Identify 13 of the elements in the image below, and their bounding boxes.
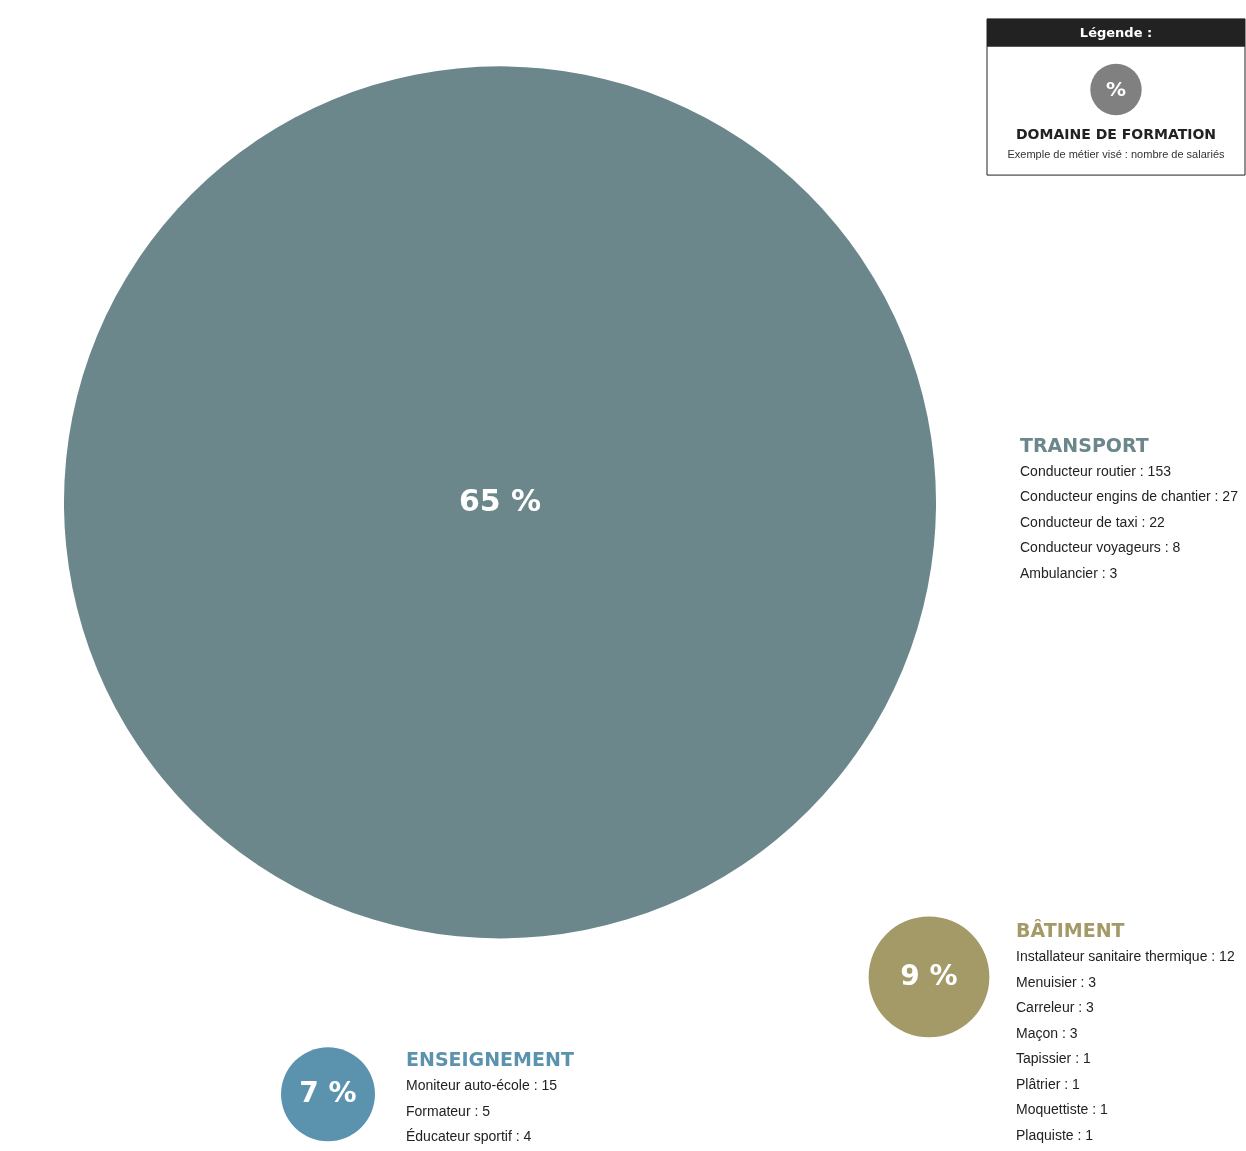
legend-title: Légende : (1079, 24, 1153, 40)
data-label: 9 % (900, 958, 958, 992)
category-label: ENSEIGNEMENT (406, 1048, 574, 1071)
data-label: 7 % (299, 1076, 357, 1110)
category-label: BÂTIMENT (1016, 919, 1125, 942)
text: DOMAINE DE FORMATION (1015, 126, 1217, 143)
text: Exemple de métier visé : nombre de salariés (1007, 148, 1226, 161)
text: % (1105, 76, 1127, 101)
text: Conducteur routier : 153 Conducteur engins de chantier : 27 Conducteur de taxi : 22 Conducteur voyageurs : 8 Ambulancier : 3 (1020, 462, 1239, 581)
category-label: TRANSPORT (1020, 433, 1149, 456)
text: Moniteur auto-école : 15 Formateur : 5 Éducateur sportif : 4 (406, 1077, 558, 1145)
data-label: 65 % (458, 483, 542, 519)
text: Installateur sanitaire thermique : 12 Menuisier : 3 Carreleur : 3 Maçon : 3 Tapissier : 1 Plâtrier : 1 Moquettiste : 1 Plaquiste : 1 (1016, 947, 1235, 1143)
